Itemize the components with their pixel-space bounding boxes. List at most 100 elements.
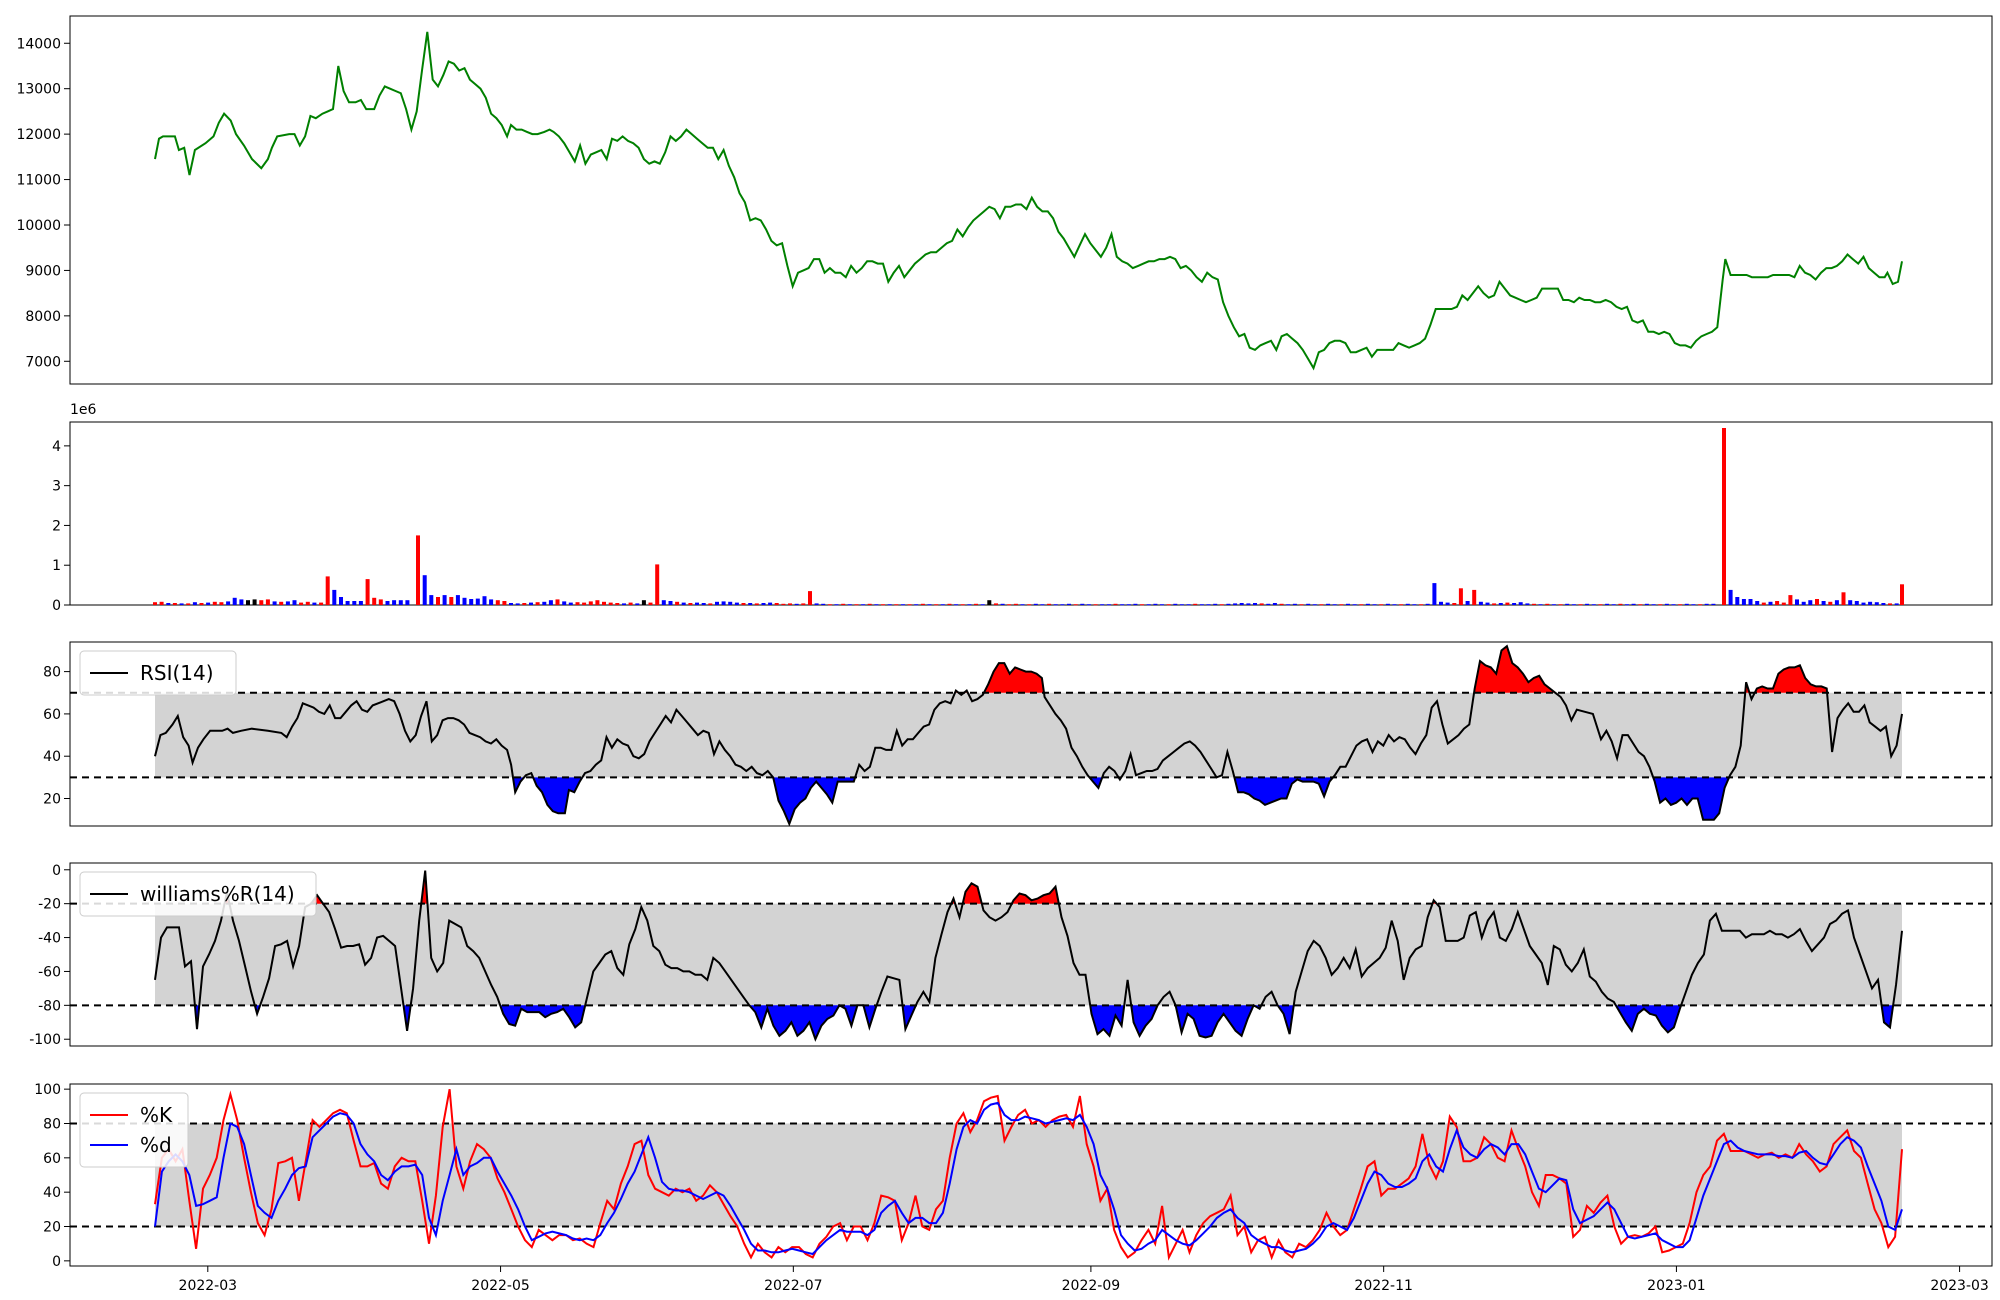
williams-neutral-band — [155, 903, 1902, 1006]
volume-bar — [1439, 601, 1443, 605]
volume-bar — [675, 601, 680, 605]
stochastic-ytick-label: 0 — [52, 1254, 61, 1270]
volume-bar — [721, 601, 726, 605]
volume-bar — [994, 603, 998, 605]
volume-bar — [239, 599, 244, 605]
volume-bar — [1801, 601, 1806, 605]
volume-bar — [358, 601, 363, 605]
volume-bar — [715, 601, 719, 605]
volume-bar — [1618, 603, 1623, 605]
volume-bar — [1478, 601, 1483, 605]
volume-bar — [259, 600, 264, 605]
volume-bar — [1585, 603, 1590, 605]
volume-bar — [1372, 604, 1377, 606]
volume-bar — [455, 595, 460, 605]
volume-bar — [1286, 604, 1291, 606]
volume-bar — [1711, 603, 1716, 605]
volume-bar — [821, 603, 826, 605]
volume-bar — [1326, 603, 1331, 605]
volume-bar — [854, 604, 859, 606]
volume-bar — [1399, 604, 1404, 606]
volume-bar — [841, 603, 846, 605]
volume-bar — [781, 603, 786, 605]
volume-bar — [874, 604, 879, 606]
volume-bar — [226, 601, 231, 605]
volume-bar — [1900, 584, 1904, 605]
volume-ytick-label: 2 — [52, 518, 61, 534]
volume-bar — [153, 602, 157, 605]
volume-bar — [1551, 604, 1556, 606]
volume-bar — [1419, 604, 1424, 606]
volume-bar — [1392, 604, 1397, 606]
volume-bar — [1565, 603, 1570, 605]
volume-bar — [701, 603, 706, 605]
volume-bar — [529, 602, 533, 605]
volume-ytick-label: 3 — [52, 479, 61, 495]
volume-bar — [1113, 603, 1118, 605]
volume-bar — [1795, 599, 1799, 605]
volume-bar — [172, 603, 177, 605]
volume-bar — [1532, 603, 1536, 605]
volume-bar — [265, 599, 270, 605]
volume-bar — [920, 603, 925, 605]
volume-bar — [1173, 603, 1178, 605]
volume-bar — [392, 600, 397, 605]
volume-bar — [1848, 600, 1853, 605]
volume-bar — [1385, 603, 1390, 605]
volume-bar — [1698, 604, 1703, 606]
volume-frame — [69, 421, 1993, 606]
williams-legend — [79, 871, 317, 917]
volume-bar — [1186, 604, 1191, 606]
price-ytick-label: 7000 — [25, 354, 61, 370]
stochastic-ytick-label: 100 — [34, 1082, 61, 1098]
volume-bar — [768, 602, 773, 605]
volume-bar — [1545, 603, 1550, 605]
volume-bar — [934, 604, 939, 606]
volume-bar — [416, 535, 420, 605]
rsi-extreme-fill — [983, 663, 1044, 693]
price-ytick-label: 10000 — [16, 218, 61, 234]
volume-bar — [199, 603, 204, 605]
volume-bar — [475, 598, 480, 605]
volume-bar — [595, 600, 600, 605]
volume-bar — [1658, 604, 1663, 606]
volume-bar — [1512, 603, 1517, 605]
volume-bar — [834, 604, 839, 606]
volume-bar — [1279, 603, 1284, 605]
volume-bar — [495, 600, 500, 605]
volume-bar — [1874, 602, 1879, 605]
volume-bar — [748, 603, 753, 605]
volume-bar — [668, 601, 673, 605]
volume-bar — [1691, 604, 1696, 606]
stochastic-ytick-label: 40 — [43, 1185, 61, 1201]
volume-bar — [555, 599, 560, 605]
volume-bar — [987, 600, 992, 605]
williams-extreme-fill — [863, 1005, 877, 1028]
volume-bar — [1598, 604, 1603, 606]
volume-bar — [252, 599, 257, 605]
price-line — [154, 31, 1903, 371]
volume-bar — [1728, 589, 1733, 605]
volume-bar — [741, 603, 746, 605]
volume-bar — [422, 575, 427, 605]
volume-bar — [535, 602, 540, 605]
volume-bar — [954, 604, 959, 606]
volume-bar — [615, 603, 620, 605]
volume-ytick-label: 1 — [52, 558, 61, 574]
volume-bar — [1538, 604, 1543, 606]
volume-bar — [1775, 601, 1780, 605]
stochastic-ytick-label: 20 — [43, 1220, 61, 1236]
volume-bar — [1193, 603, 1198, 605]
volume-bar — [385, 601, 390, 605]
rsi-ytick-label: 20 — [43, 792, 61, 808]
volume-bar — [509, 603, 513, 605]
volume-bar — [1735, 597, 1740, 605]
volume-bar — [648, 602, 653, 605]
volume-bar — [1405, 603, 1410, 605]
volume-bar — [754, 603, 759, 605]
volume-bar — [1166, 604, 1171, 606]
volume-bar — [947, 603, 952, 605]
volume-bar — [1140, 604, 1145, 606]
price-frame — [69, 15, 1993, 385]
volume-bar — [1332, 604, 1337, 606]
